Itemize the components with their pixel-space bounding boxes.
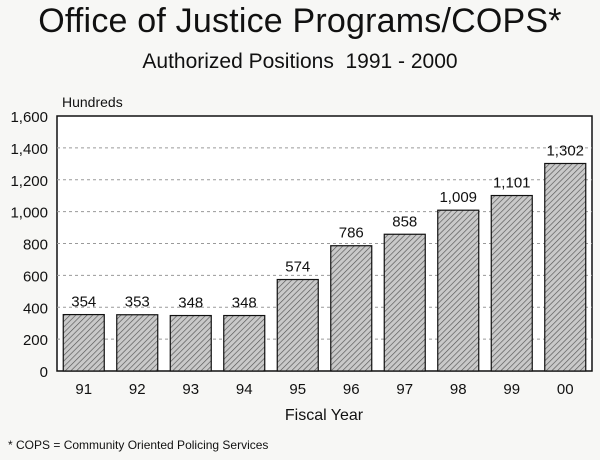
x-tick-label-96: 96 [343, 381, 360, 398]
value-label-95: 574 [285, 259, 310, 276]
value-label-97: 858 [392, 213, 417, 230]
bar-00 [544, 162, 587, 372]
y-tick-label: 600 [23, 268, 48, 285]
value-label-96: 786 [339, 225, 364, 242]
bar-95 [276, 278, 319, 372]
x-tick-label-00: 00 [557, 381, 574, 398]
x-tick-label-98: 98 [450, 381, 467, 398]
x-axis-label: Fiscal Year [285, 407, 364, 424]
bar-91 [62, 313, 105, 372]
bar-92 [116, 314, 159, 372]
x-tick-label-99: 99 [503, 381, 520, 398]
bars [62, 162, 587, 372]
bar-96 [330, 245, 373, 372]
value-label-92: 353 [125, 294, 150, 311]
bar-94 [223, 314, 266, 372]
chart-title: Office of Justice Programs/COPS* [38, 2, 562, 40]
x-axis-tick-labels: 91 92 93 94 95 96 97 98 99 00 [75, 381, 573, 398]
y-tick-label: 200 [23, 332, 48, 349]
y-tick-label: 1,400 [10, 141, 48, 158]
x-tick-label-93: 93 [182, 381, 199, 398]
bar-99 [490, 194, 533, 372]
y-tick-label: 1,000 [10, 205, 48, 222]
value-label-98: 1,009 [439, 189, 477, 206]
value-label-94: 348 [232, 295, 257, 312]
y-tick-label: 400 [23, 300, 48, 317]
y-tick-label: 1,200 [10, 173, 48, 190]
bar-93 [169, 314, 212, 372]
x-tick-label-95: 95 [289, 381, 306, 398]
y-tick-label: 1,600 [10, 109, 48, 126]
x-tick-label-94: 94 [236, 381, 253, 398]
y-axis-tick-labels: 0 200 400 600 800 1,000 1,200 1,400 1,600 [10, 109, 48, 381]
x-tick-label-92: 92 [129, 381, 146, 398]
value-label-00: 1,302 [546, 142, 584, 159]
y-tick-label: 800 [23, 237, 48, 254]
value-label-91: 354 [71, 294, 96, 311]
x-tick-label-97: 97 [396, 381, 413, 398]
value-labels: 354 353 348 348 574 786 858 1,009 1,101 1,302 [71, 142, 584, 311]
bar-97 [383, 233, 426, 372]
y-axis-label: Hundreds [62, 94, 123, 110]
bar-98 [437, 209, 480, 372]
x-tick-label-91: 91 [75, 381, 92, 398]
footnote: * COPS = Community Oriented Policing Ser… [8, 438, 269, 452]
value-label-93: 348 [178, 295, 203, 312]
chart-subtitle: Authorized Positions 1991 - 2000 [142, 50, 458, 73]
value-label-99: 1,101 [493, 175, 531, 192]
y-tick-label: 0 [40, 364, 48, 381]
